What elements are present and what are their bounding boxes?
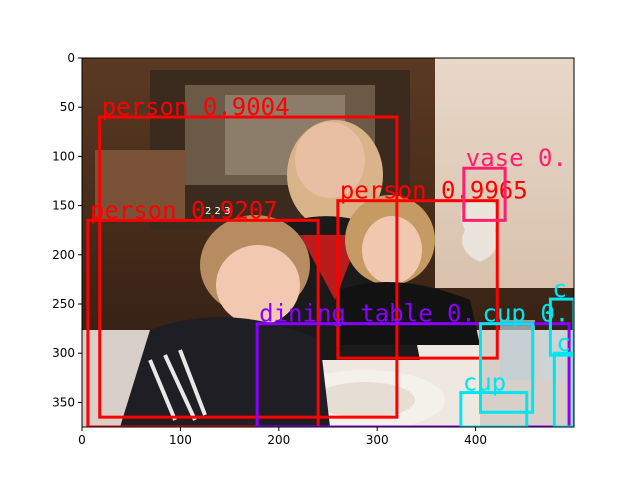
x-tick-label: 100 [169, 433, 192, 447]
detection-label-person: person 0.9965 [340, 177, 528, 205]
x-tick-label: 200 [267, 433, 290, 447]
detection-box-vase [462, 166, 507, 222]
detection-label-cup: c [552, 275, 566, 303]
detection-overlays: person 0.9004 person 0.9965 person 0.9207 v… [86, 93, 574, 427]
y-axis-ticks: 0 50 100 150 200 250 300 350 [52, 51, 82, 409]
detection-label-cup: cup [463, 369, 506, 397]
y-tick-label: 250 [52, 297, 75, 311]
x-tick-label: 0 [78, 433, 86, 447]
y-tick-label: 200 [52, 248, 75, 262]
y-tick-label: 300 [52, 346, 75, 360]
detection-box-cup [552, 351, 574, 427]
y-tick-label: 0 [67, 51, 75, 65]
photograph [82, 58, 574, 427]
detection-label-cup: c [556, 329, 570, 357]
axes-frame [81, 57, 575, 428]
photo-caption-text: 2 2 3 [205, 206, 230, 217]
detection-label-dining-table: dining table 0. [259, 300, 476, 328]
detection-label-cup: cup 0. [483, 300, 570, 328]
detection-label-vase: vase 0. [466, 144, 567, 172]
detection-label-person: person 0.9207 [90, 196, 278, 224]
y-tick-label: 350 [52, 395, 75, 409]
detection-label-person: person 0.9004 [102, 93, 290, 121]
detection-box-cup [479, 322, 535, 414]
y-tick-label: 50 [60, 100, 75, 114]
x-tick-label: 400 [464, 433, 487, 447]
y-tick-label: 150 [52, 199, 75, 213]
y-tick-label: 100 [52, 149, 75, 163]
x-axis-ticks: 0 100 200 300 400 [78, 427, 487, 447]
detection-box-person [336, 199, 499, 360]
x-tick-label: 300 [366, 433, 389, 447]
detection-box-person [98, 115, 399, 419]
